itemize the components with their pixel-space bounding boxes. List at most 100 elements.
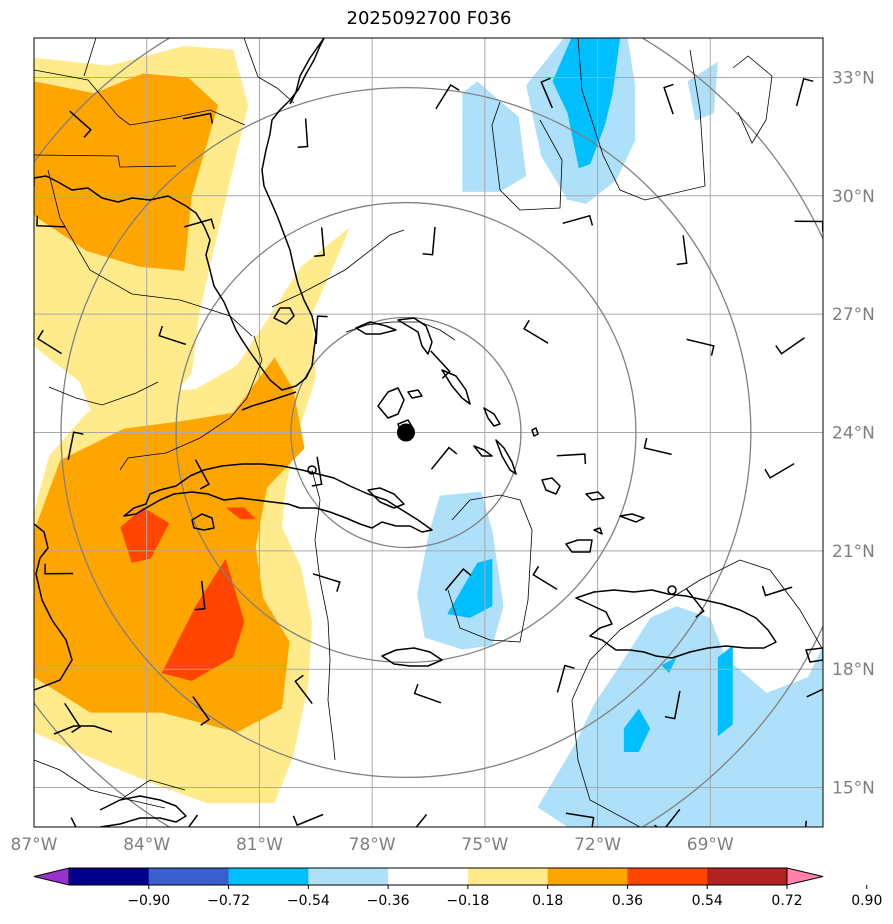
wind-barb: [556, 664, 575, 693]
coastlines: [34, 38, 823, 827]
wind-barb: [292, 813, 324, 827]
range-ring: [175, 201, 637, 664]
wind-barb: [415, 814, 428, 827]
wind-barb: [70, 817, 77, 827]
colorbar-bin: [308, 868, 389, 885]
wind-barb: [764, 462, 795, 479]
wind-barb: [643, 438, 672, 456]
colorbar-frame: [68, 867, 788, 886]
wind-barb: [184, 218, 215, 230]
colorbar-bin: [388, 868, 469, 885]
maritime-boundary: [345, 321, 456, 341]
wind-barb: [312, 573, 341, 592]
wind-barb: [187, 814, 199, 827]
island-cat: [495, 439, 517, 475]
island-andros: [377, 387, 405, 419]
wind-barb: [64, 702, 82, 734]
lat-lon-grid: [34, 38, 823, 827]
maritime-boundary: [732, 55, 773, 144]
wind-barb: [795, 77, 814, 107]
longitude-tick-label: 75°W: [461, 835, 508, 855]
wind-barb: [540, 77, 553, 109]
island-acklins: [541, 477, 561, 495]
colorbar-tick-label: −0.18: [446, 893, 489, 909]
anomaly-region-gulf-moderate-anomaly: [34, 73, 219, 271]
longitude-tick-label: 72°W: [574, 835, 621, 855]
wind-barb: [430, 446, 458, 470]
colorbar-bin: [69, 868, 150, 885]
island-grand-bahama: [355, 321, 397, 335]
maritime-boundary: [271, 229, 405, 308]
coastline-carolinas: [289, 38, 325, 105]
maritime-boundary: [48, 381, 159, 406]
maritime-boundary: [577, 38, 706, 201]
range-ring: [290, 316, 522, 549]
wind-barb: [192, 696, 210, 726]
wind-barb: [315, 315, 328, 345]
island-abaco: [397, 317, 433, 355]
wind-barb: [532, 565, 558, 591]
coastline-isla-juventud: [191, 513, 215, 531]
coastline-jamaica: [381, 647, 443, 667]
central-america-border: [34, 759, 166, 809]
anomaly-region-central-atlantic-negative: [462, 81, 527, 192]
wind-barb: [806, 688, 823, 698]
wind-barb: [565, 812, 595, 827]
maritime-boundary: [119, 335, 263, 471]
island-mayaguana: [593, 527, 603, 535]
wind-barb: [654, 808, 681, 827]
latitude-tick-label: 15°N: [832, 779, 875, 799]
mexico-border: [34, 69, 246, 126]
wind-barb: [44, 563, 74, 575]
island-eleuthera: [441, 369, 471, 405]
anomaly-region-cuba-high-anomaly-west: [120, 507, 170, 563]
colorbar-bin: [707, 868, 788, 885]
colorbar-extend-high: [786, 867, 824, 886]
colorbar-tick-label: −0.72: [207, 893, 250, 909]
latitude-tick-label: 24°N: [832, 424, 875, 444]
colorbar-extend-low: [33, 867, 70, 886]
coastline-navassa: [667, 585, 677, 595]
colorbar-bin: [547, 868, 628, 885]
wind-barb: [676, 235, 688, 266]
wind-barb: [194, 459, 210, 490]
anomaly-region-caribbean-moderate-negative-mid: [661, 657, 677, 674]
longitude-tick-label: 78°W: [349, 835, 396, 855]
anomaly-region-cuba-high-anomaly-east: [225, 507, 256, 520]
anomaly-region-caribbean-moderate-negative-east: [717, 645, 733, 737]
us-state-border: [83, 38, 97, 77]
maritime-boundary: [491, 101, 563, 211]
anomaly-region-cuba-high-anomaly-south: [161, 558, 245, 681]
map-title: 2025092700 F036: [346, 8, 512, 29]
central-america-border: [119, 779, 186, 801]
coastline-honduras: [99, 795, 187, 827]
wind-barb: [297, 118, 309, 148]
coastline-yucatan: [34, 523, 73, 691]
wind-barb: [686, 588, 705, 618]
colorbar-bin: [228, 868, 309, 885]
coastline-lake-okeechobee: [273, 307, 295, 325]
map-plot-area: [34, 38, 823, 827]
maritime-boundary: [447, 494, 533, 643]
wind-barb: [556, 453, 587, 465]
wind-barb: [663, 83, 674, 115]
colorbar-tick-label: 0.36: [612, 893, 643, 909]
anomaly-region-caribbean-negative-anomaly: [537, 606, 823, 827]
wind-barb: [430, 350, 451, 379]
us-state-border: [34, 154, 177, 168]
wind-barbs: [36, 77, 823, 827]
wind-barb: [775, 337, 805, 355]
island-small-2: [531, 427, 539, 437]
latitude-tick-label: 18°N: [832, 660, 875, 680]
colorbar-tick-label: −0.90: [127, 893, 170, 909]
wind-barb: [314, 227, 325, 257]
island-inagua: [565, 539, 593, 553]
latitude-tick-label: 21°N: [832, 542, 875, 562]
storm-center-marker: [396, 423, 415, 442]
wind-barb: [194, 580, 206, 611]
longitude-tick-label: 87°W: [11, 835, 58, 855]
wind-barb: [523, 319, 549, 344]
wind-barb: [311, 456, 323, 487]
island-new-providence: [407, 389, 423, 399]
